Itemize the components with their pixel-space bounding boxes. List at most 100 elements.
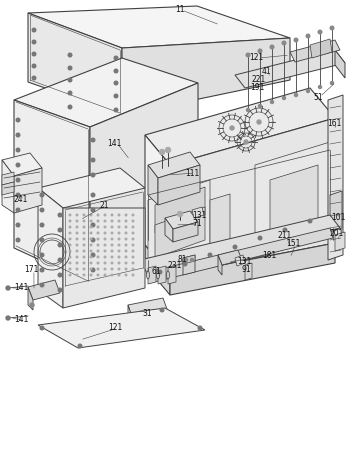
Circle shape: [282, 41, 286, 45]
Circle shape: [132, 256, 134, 258]
Polygon shape: [38, 308, 205, 348]
Polygon shape: [2, 172, 14, 185]
Circle shape: [83, 232, 85, 234]
Polygon shape: [148, 228, 333, 283]
Circle shape: [259, 105, 261, 107]
Circle shape: [90, 274, 92, 276]
Circle shape: [76, 238, 78, 240]
Polygon shape: [28, 13, 122, 115]
Text: 151: 151: [286, 240, 300, 249]
Circle shape: [270, 45, 274, 49]
Circle shape: [308, 219, 312, 223]
Circle shape: [91, 238, 95, 242]
Text: 171: 171: [24, 265, 38, 275]
Circle shape: [69, 220, 71, 222]
Circle shape: [125, 268, 127, 270]
Circle shape: [76, 220, 78, 222]
Text: 81: 81: [178, 255, 188, 264]
Circle shape: [166, 148, 170, 153]
Circle shape: [257, 120, 261, 124]
Circle shape: [294, 93, 297, 96]
Text: 121: 121: [108, 323, 122, 333]
Circle shape: [104, 220, 106, 222]
Circle shape: [111, 262, 113, 264]
Circle shape: [40, 283, 44, 287]
Circle shape: [118, 256, 120, 258]
Circle shape: [69, 274, 71, 276]
Polygon shape: [90, 83, 198, 283]
Text: 211: 211: [277, 231, 291, 241]
Circle shape: [90, 244, 92, 246]
Polygon shape: [270, 165, 318, 240]
Circle shape: [306, 34, 310, 38]
Circle shape: [318, 30, 322, 34]
Circle shape: [40, 268, 44, 272]
Polygon shape: [14, 168, 42, 213]
Polygon shape: [128, 298, 168, 320]
Text: 191: 191: [250, 82, 264, 92]
Text: 131: 131: [237, 256, 251, 265]
Circle shape: [16, 208, 20, 212]
Circle shape: [6, 316, 10, 320]
Circle shape: [160, 149, 164, 154]
Circle shape: [283, 228, 287, 232]
Polygon shape: [148, 180, 210, 278]
Circle shape: [104, 232, 106, 234]
Polygon shape: [122, 38, 290, 115]
Polygon shape: [192, 207, 204, 218]
Circle shape: [132, 214, 134, 216]
Circle shape: [90, 214, 92, 216]
Circle shape: [104, 256, 106, 258]
Circle shape: [91, 158, 95, 162]
Circle shape: [69, 256, 71, 258]
Circle shape: [246, 53, 250, 57]
Circle shape: [177, 212, 182, 217]
Circle shape: [97, 250, 99, 252]
Text: 181: 181: [262, 251, 276, 260]
Circle shape: [132, 244, 134, 246]
Circle shape: [76, 226, 78, 228]
Text: 21: 21: [100, 201, 110, 209]
Circle shape: [97, 220, 99, 222]
Circle shape: [114, 56, 118, 60]
Circle shape: [114, 81, 118, 85]
Polygon shape: [165, 211, 198, 229]
Circle shape: [69, 250, 71, 252]
Circle shape: [58, 213, 62, 217]
Circle shape: [190, 259, 194, 261]
Circle shape: [83, 256, 85, 258]
Polygon shape: [28, 6, 290, 48]
Polygon shape: [128, 305, 133, 328]
Circle shape: [97, 226, 99, 228]
Circle shape: [68, 105, 72, 109]
Circle shape: [68, 91, 72, 95]
Circle shape: [90, 262, 92, 264]
Circle shape: [91, 268, 95, 272]
Circle shape: [118, 262, 120, 264]
Circle shape: [83, 238, 85, 240]
Circle shape: [32, 64, 36, 68]
Polygon shape: [155, 207, 205, 258]
Circle shape: [30, 303, 34, 307]
Circle shape: [16, 238, 20, 242]
Polygon shape: [255, 142, 330, 258]
Text: 141: 141: [107, 139, 121, 148]
Polygon shape: [2, 182, 14, 195]
Text: 201: 201: [330, 228, 344, 237]
Circle shape: [90, 220, 92, 222]
Polygon shape: [173, 222, 198, 242]
Polygon shape: [14, 100, 90, 283]
Circle shape: [132, 220, 134, 222]
Polygon shape: [335, 232, 345, 251]
Circle shape: [125, 262, 127, 264]
Text: 71: 71: [192, 220, 202, 228]
Polygon shape: [245, 263, 252, 280]
Circle shape: [111, 274, 113, 276]
Circle shape: [132, 274, 134, 276]
Circle shape: [97, 238, 99, 240]
Circle shape: [111, 250, 113, 252]
Circle shape: [91, 253, 95, 257]
Text: 61: 61: [152, 268, 162, 276]
Circle shape: [91, 208, 95, 212]
Polygon shape: [218, 255, 222, 275]
